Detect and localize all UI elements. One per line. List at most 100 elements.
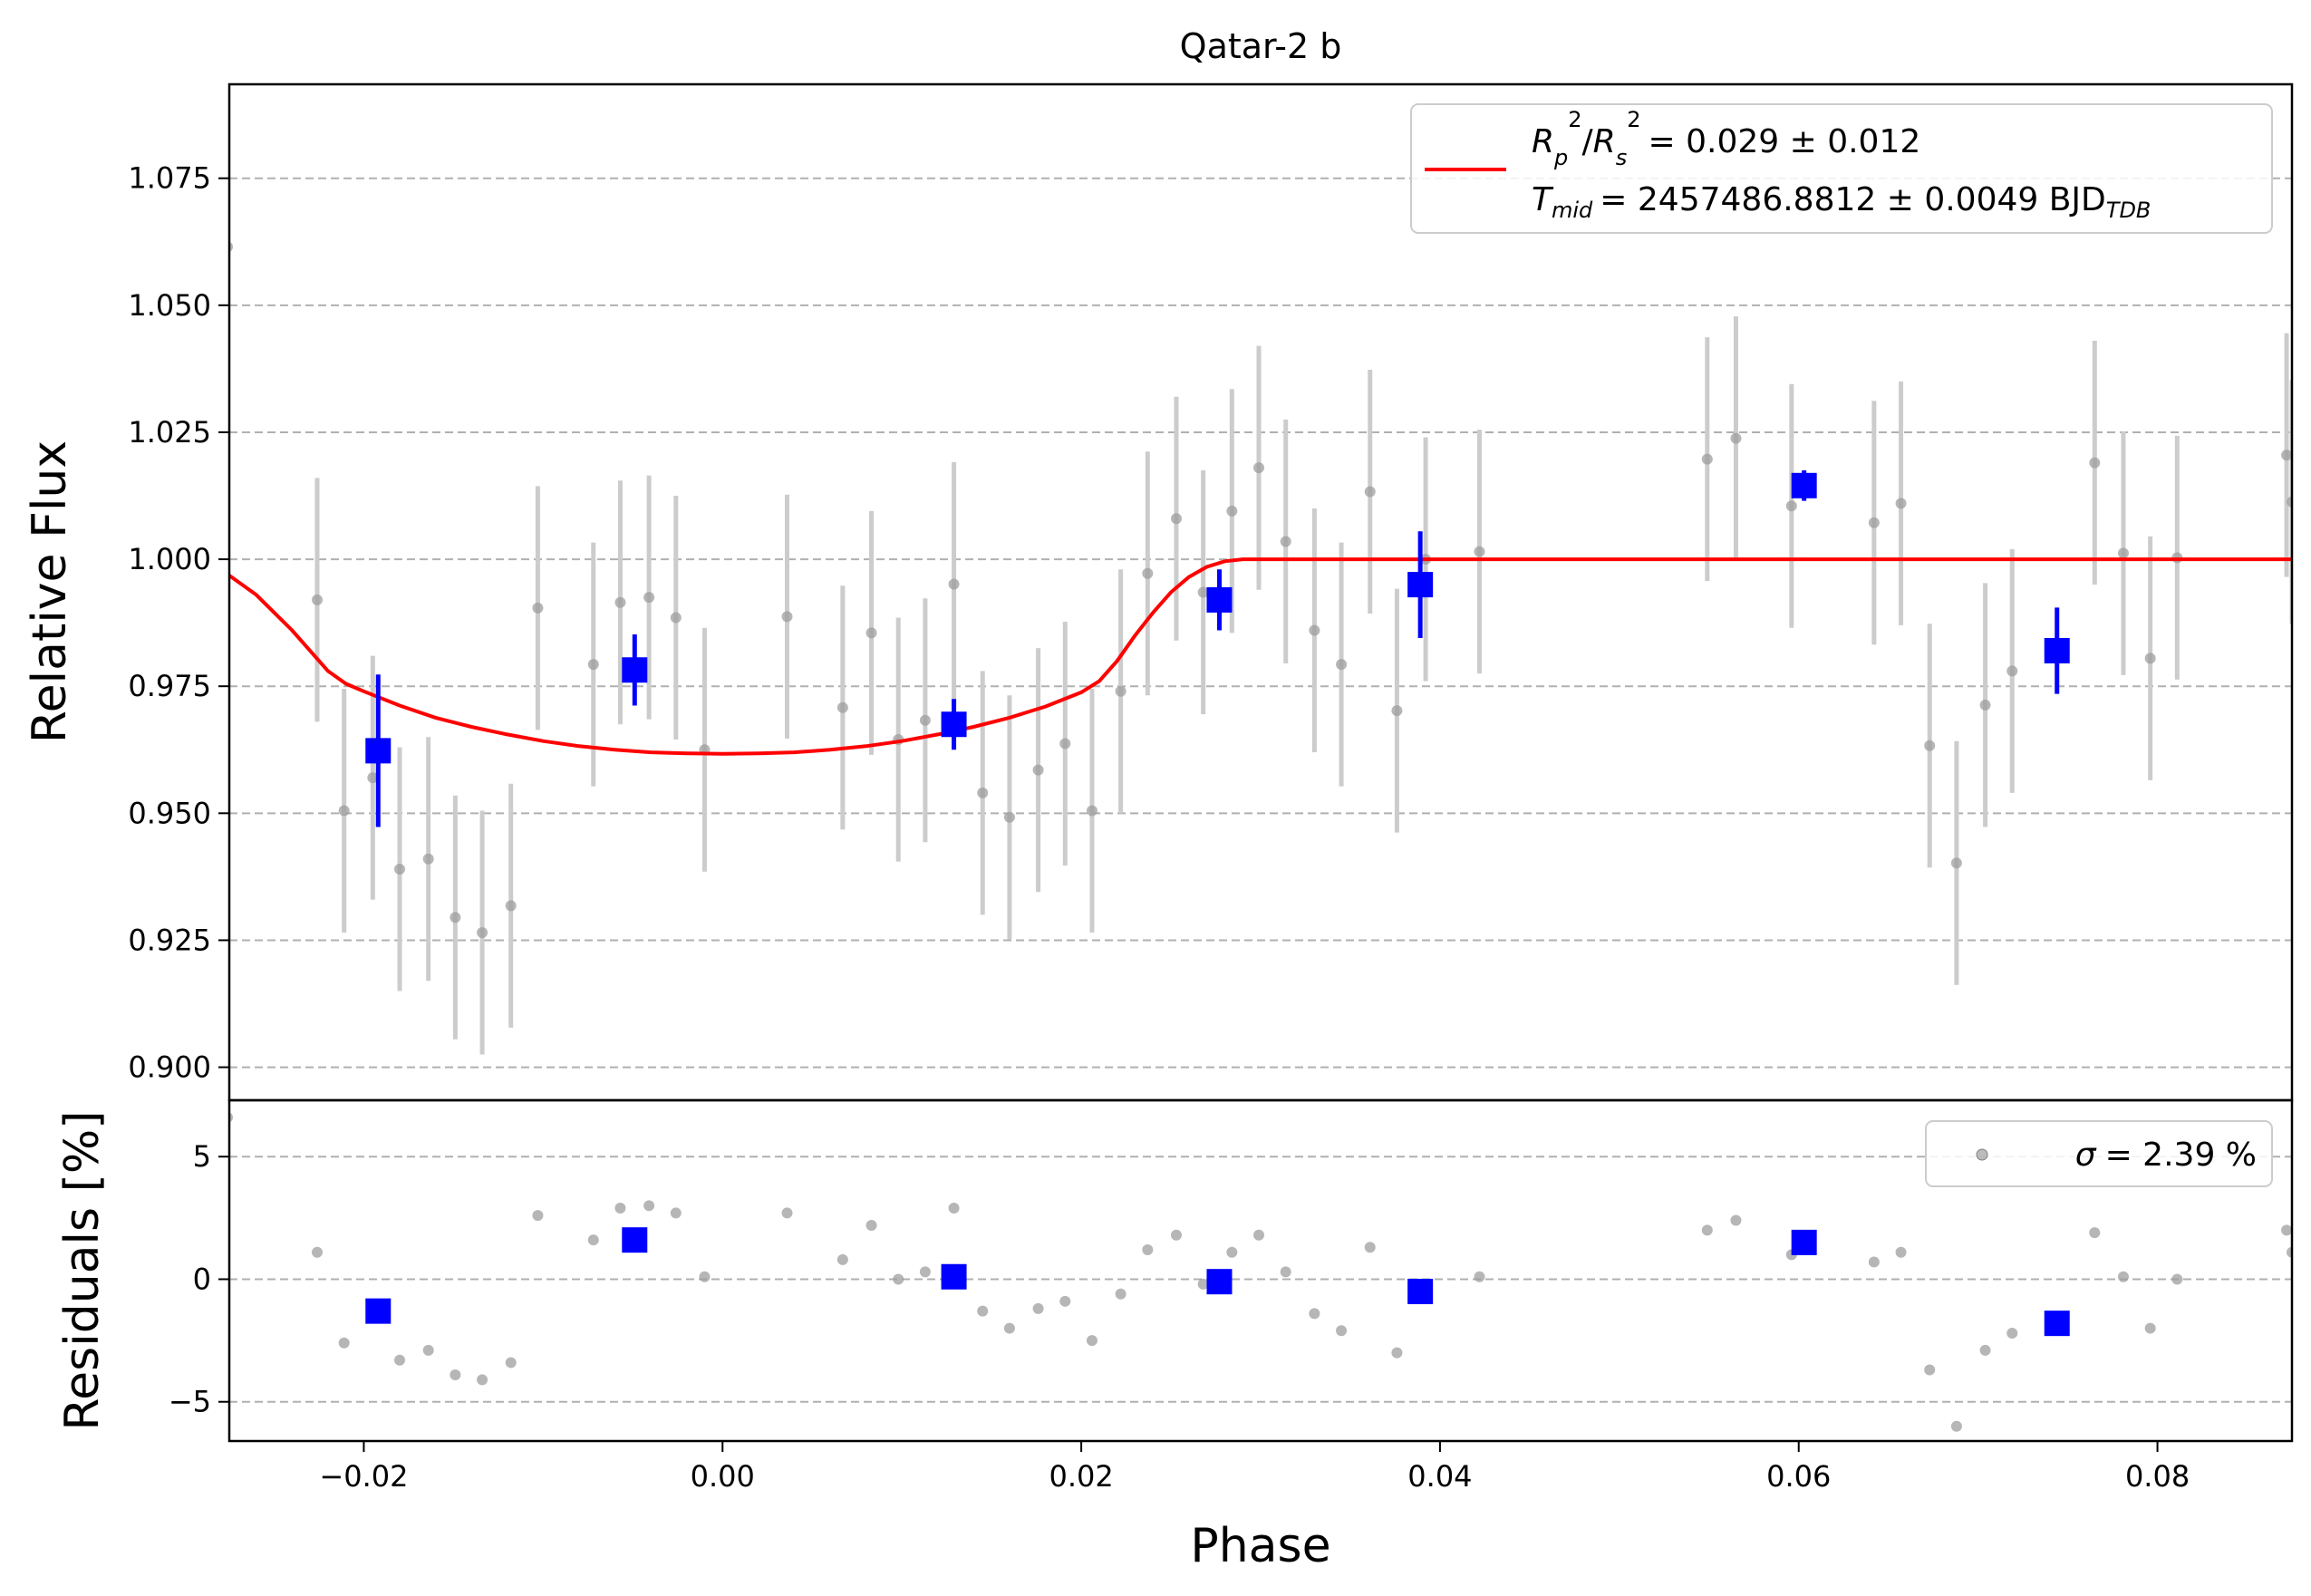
binned-point [1206, 586, 1233, 613]
residual-point [1336, 1325, 1348, 1337]
binned-residual-point [365, 1298, 392, 1324]
flux-point [338, 805, 350, 817]
flux-y-tick-label: 1.000 [128, 542, 211, 576]
residual-point [2171, 1273, 2183, 1285]
flux-point [670, 612, 682, 624]
flux-point [2117, 547, 2129, 559]
residual-point [1730, 1214, 1742, 1226]
legend-rs-sub: s [1616, 145, 1628, 170]
residual-point [614, 1203, 626, 1214]
residual-point [1226, 1246, 1238, 1258]
residual-point [893, 1273, 904, 1285]
x-tick-label: 0.08 [2125, 1459, 2190, 1494]
residual-point [1701, 1224, 1713, 1236]
flux-point [1391, 705, 1403, 717]
residual-point [1868, 1256, 1880, 1268]
flux-y-tick-label: 0.925 [128, 923, 211, 957]
flux-y-ticks: 0.900 0.925 0.950 0.975 1.000 1.025 1.050 1.075 [128, 161, 229, 1085]
residual-point [1895, 1246, 1907, 1258]
residual-point [394, 1354, 406, 1366]
residual-point [2281, 1224, 2292, 1236]
residual-point [311, 1246, 323, 1258]
flux-point [1474, 546, 1485, 557]
flux-point [2089, 457, 2101, 469]
legend-tdb-sub: TDB [2106, 198, 2151, 223]
transit-model-line [229, 557, 2292, 756]
x-tick-label: 0.02 [1049, 1459, 1113, 1494]
flux-plot-area [229, 124, 2292, 1055]
residual-point [1059, 1295, 1071, 1307]
flux-point [1979, 699, 1991, 711]
flux-y-tick-label: 1.075 [128, 161, 211, 196]
flux-point [1785, 500, 1797, 512]
binned-point [365, 738, 392, 764]
residual-binned-points [365, 1227, 2070, 1337]
residual-plot-area [229, 1112, 2292, 1432]
residual-point [1253, 1229, 1265, 1241]
flux-point [614, 596, 626, 608]
flux-point [1115, 685, 1126, 697]
flux-point [1364, 486, 1376, 498]
residual-legend-marker [1976, 1148, 1988, 1161]
residual-point [919, 1266, 931, 1278]
flux-y-tick-label: 0.975 [128, 669, 211, 703]
residual-y-tick-label: 5 [193, 1139, 211, 1174]
residual-y-tick-label: 0 [193, 1262, 211, 1296]
residual-point [2144, 1322, 2156, 1334]
flux-point [1950, 857, 1962, 869]
x-tick-label: −0.02 [319, 1459, 408, 1494]
x-axis-title: Phase [1190, 1519, 1330, 1573]
flux-point [1895, 498, 1907, 509]
flux-point [1253, 462, 1265, 474]
legend-rs-symbol: R [1593, 123, 1616, 160]
residual-legend-label: σ = 2.39 % [2075, 1137, 2257, 1174]
residual-point [505, 1357, 517, 1369]
flux-point [1730, 432, 1742, 444]
binned-point [1407, 572, 1434, 598]
flux-point [1336, 659, 1348, 671]
legend-slash: / [1582, 123, 1594, 160]
sigma-symbol: σ [2075, 1137, 2097, 1174]
sigma-value: = 2.39 % [2105, 1137, 2257, 1174]
residual-point [2089, 1227, 2101, 1239]
binned-residual-point [622, 1227, 648, 1253]
residual-axes-frame [227, 1098, 2294, 1443]
residual-y-ticks: −5 0 5 [169, 1139, 229, 1419]
legend-rp-sup: 2 [1568, 107, 1581, 132]
residual-point [2287, 1246, 2292, 1258]
residual-point [1391, 1347, 1403, 1359]
x-tick-label: 0.06 [1766, 1459, 1831, 1494]
flux-y-tick-label: 1.025 [128, 415, 211, 450]
residual-point [338, 1337, 350, 1349]
flux-point [587, 659, 599, 671]
residual-legend-box [1925, 1120, 2273, 1187]
flux-point [1309, 624, 1320, 636]
residual-point [1086, 1335, 1097, 1347]
flux-point [836, 701, 848, 713]
residual-point [1979, 1344, 1991, 1356]
residual-y-axis-title: Residuals [%] [55, 1110, 110, 1430]
residual-y-tick-label: −5 [169, 1385, 211, 1419]
binned-point [622, 657, 648, 683]
residual-point [450, 1369, 461, 1380]
flux-y-tick-label: 0.900 [128, 1050, 211, 1085]
residual-point [587, 1234, 599, 1246]
residual-point [1142, 1244, 1154, 1256]
residual-point [1309, 1308, 1320, 1320]
legend-rs-sup: 2 [1627, 107, 1640, 132]
flux-point [1170, 513, 1182, 525]
x-tick-label: 0.04 [1407, 1459, 1472, 1494]
flux-point [477, 927, 488, 939]
flux-y-tick-label: 1.050 [128, 288, 211, 323]
flux-points [229, 241, 2292, 939]
flux-point [1868, 517, 1880, 528]
residual-point [422, 1344, 434, 1356]
residual-point [643, 1200, 655, 1212]
legend-t-sub: mid [1552, 198, 1593, 223]
residual-point [977, 1305, 989, 1317]
flux-legend: Rp2/Rs2= 0.029 ± 0.012 Tmid = 2457486.881… [1410, 103, 2273, 234]
binned-residual-point [941, 1263, 967, 1290]
binned-point [2044, 637, 2070, 663]
flux-point [532, 602, 544, 614]
